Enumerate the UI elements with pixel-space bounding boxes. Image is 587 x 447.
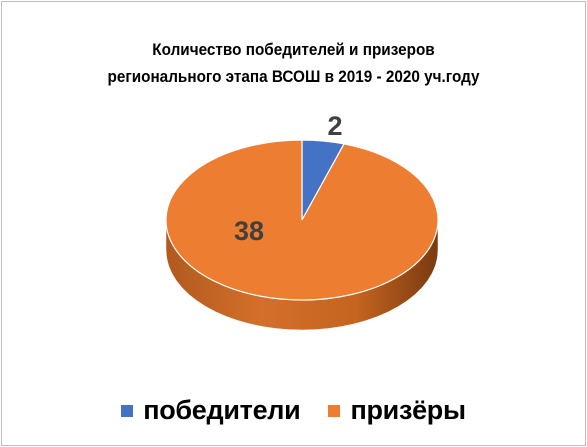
chart-title-line-1: Количество победителей и призеров	[152, 40, 435, 59]
legend-item-prizewinners: призёры	[328, 395, 466, 426]
legend-swatch-winners	[121, 404, 134, 417]
legend-swatch-prizewinners	[328, 404, 341, 417]
legend-item-winners: победители	[121, 395, 301, 426]
legend-label-prizewinners: призёры	[350, 395, 466, 425]
data-label-prizewinners: 38	[234, 216, 264, 246]
chart-title-line-2: регионального этапа ВСОШ в 2019 - 2020 у…	[107, 67, 480, 86]
legend-label-winners: победители	[143, 395, 301, 425]
chart-title: Количество победителей и призеров регион…	[31, 36, 556, 90]
chart-legend: победители призёры	[2, 395, 585, 426]
pie-slice-prizewinners	[165, 139, 439, 301]
data-label-winners: 2	[327, 111, 342, 141]
